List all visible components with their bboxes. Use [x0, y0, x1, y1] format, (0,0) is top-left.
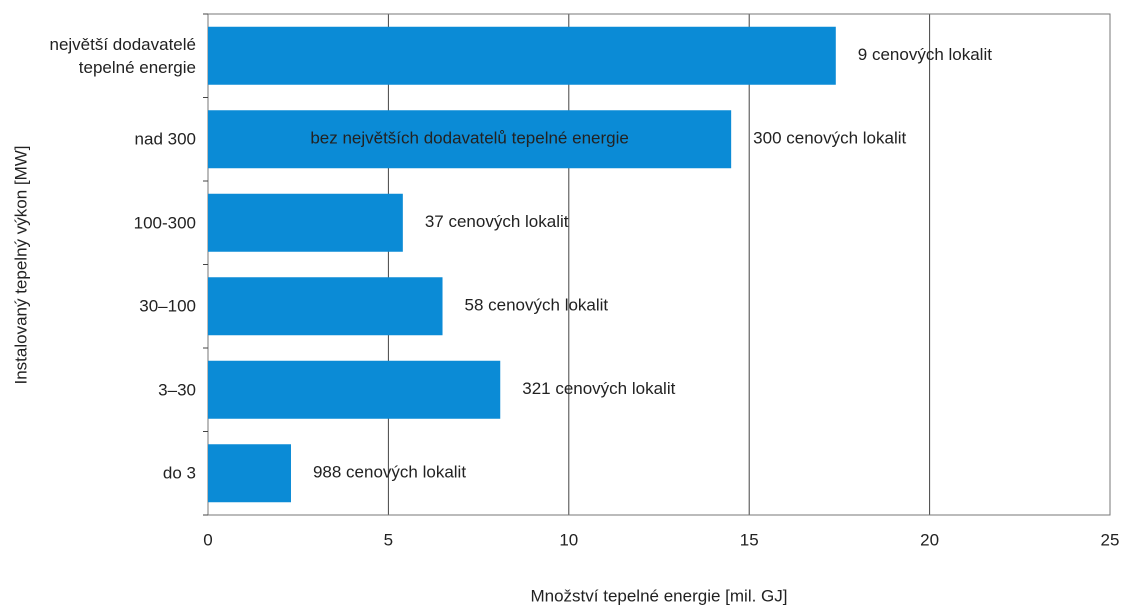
y-tick-label: do 3 [162, 463, 196, 483]
x-axis-title: Množství tepelné energie [mil. GJ] [530, 586, 787, 605]
bar [208, 444, 291, 503]
bar-annotation: 37 cenových lokalit [425, 212, 569, 231]
bar [208, 360, 501, 419]
y-axis-title: Instalovaný tepelný výkon [MW] [11, 145, 30, 384]
x-tick-label: 15 [740, 530, 759, 549]
x-tick-label: 10 [559, 530, 578, 549]
bar-annotation: 988 cenových lokalit [313, 463, 466, 482]
x-tick-label: 0 [203, 530, 212, 549]
y-tick-label: 100-300 [133, 213, 196, 233]
bar-annotation: 300 cenových lokalit [753, 129, 906, 148]
y-tick-label: největší dodavatelé tepelné energie [49, 34, 197, 77]
y-tick-label: nad 300 [134, 129, 196, 149]
y-tick-label: 30–100 [139, 296, 196, 316]
bar-annotation: 9 cenových lokalit [858, 45, 992, 64]
inside-annotation: bez největších dodavatelů tepelné energi… [310, 129, 629, 148]
x-tick-label: 5 [384, 530, 393, 549]
bar [208, 193, 403, 252]
x-tick-label: 25 [1101, 530, 1120, 549]
bar-annotation: 58 cenových lokalit [465, 296, 609, 315]
bar [208, 277, 443, 336]
bar [208, 110, 732, 169]
bar-annotation: 321 cenových lokalit [522, 379, 675, 398]
bar [208, 26, 836, 85]
x-tick-label: 20 [920, 530, 939, 549]
y-tick-label: 3–30 [158, 380, 196, 400]
plot-frame [207, 13, 1111, 516]
